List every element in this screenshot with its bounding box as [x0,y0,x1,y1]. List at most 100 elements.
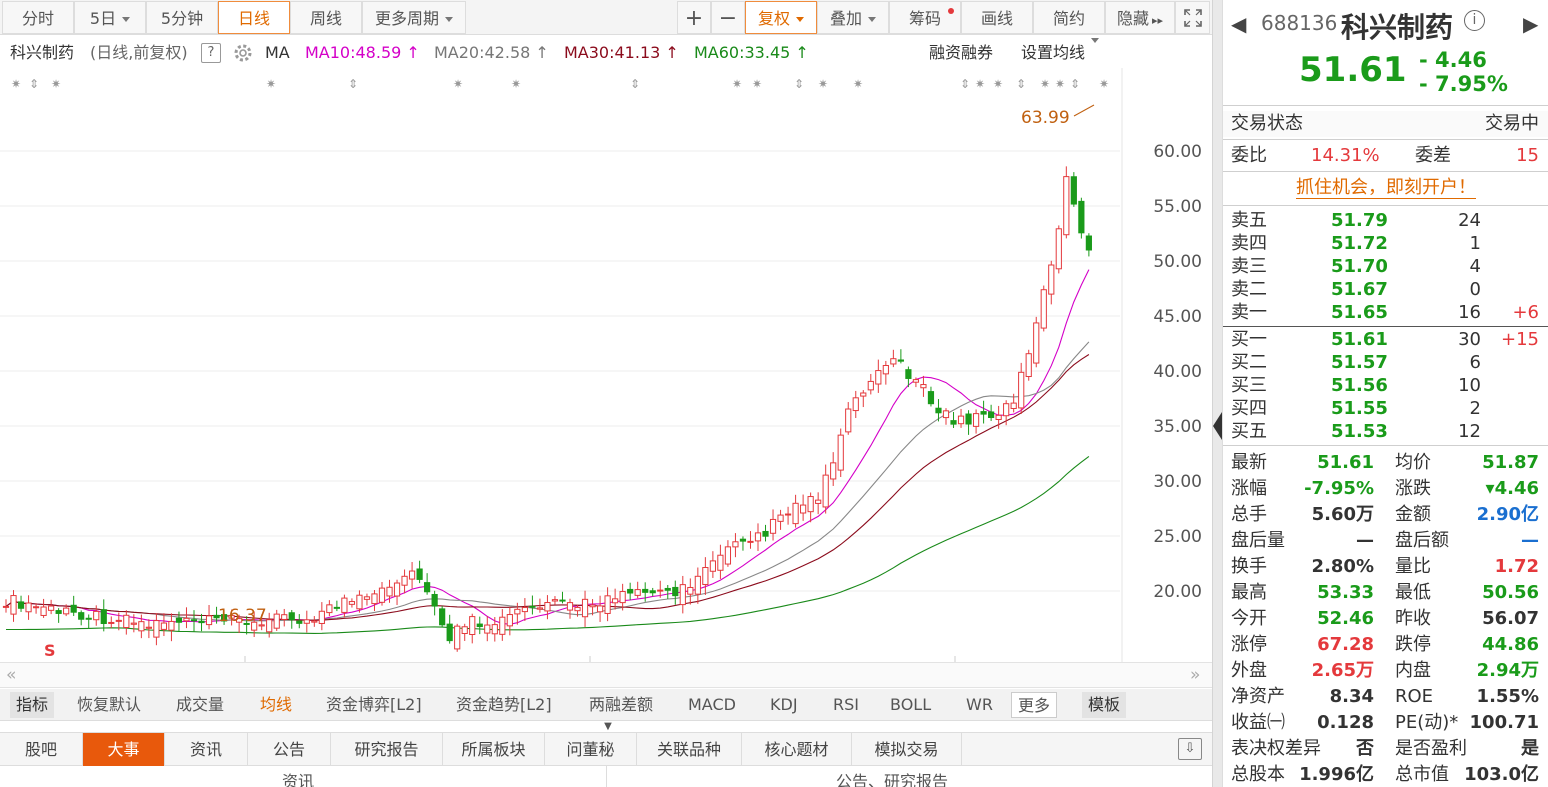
indicator-tab-9[interactable]: RSI [833,695,859,714]
chart-scroll-bar[interactable]: « » [0,662,1212,688]
candle-body [296,620,303,624]
bottom-tab-8[interactable]: 核心题材 [742,733,852,766]
bottom-tab-3[interactable]: 公告 [248,733,331,766]
indicator-tab-4[interactable]: 资金博弈[L2] [326,695,422,714]
bottom-tab-0[interactable]: 股吧 [0,733,83,766]
indicator-tab-6[interactable]: 两融差额 [589,695,654,714]
candle-body [687,586,694,595]
overlay-button[interactable]: 叠加 [817,1,889,34]
draw-button[interactable]: 画线 [961,1,1033,34]
indicator-tab-11[interactable]: WR [966,695,993,714]
indicator-tab-8[interactable]: KDJ [770,695,798,714]
simple-mode-button[interactable]: 简约 [1033,1,1105,34]
info-icon[interactable]: i [1464,10,1485,31]
stat-row: 涨幅 -7.95% 涨跌 ▾4.46 [1223,476,1548,502]
indicator-tab-2[interactable]: 成交量 [176,695,225,714]
open-account-banner[interactable]: 抓住机会，即刻开户！ [1223,175,1548,201]
stock-name: 科兴制药 [1341,11,1454,44]
margin-trading-link[interactable]: 融资融券 [929,43,994,62]
tab-5min[interactable]: 5分钟 [146,1,218,34]
zoom-in-button[interactable]: + [677,1,711,34]
bottom-tab-4[interactable]: 研究报告 [331,733,443,766]
announcement-column-title: 公告、研究报告 [836,772,949,787]
scroll-right-icon[interactable]: » [1190,665,1201,685]
bids-row[interactable]: 买四 51.55 2 [1223,397,1548,420]
panel-resize-grip[interactable]: ▼ [604,721,612,732]
divider [1223,445,1548,446]
indicator-tab-10[interactable]: BOLL [890,695,932,714]
hide-button[interactable]: 隐藏 ▸▸ [1105,1,1175,34]
candle-body [559,599,566,602]
candle-body [408,570,416,580]
indicator-tab-13[interactable]: 模板 [1082,692,1127,718]
gear-icon[interactable] [232,42,254,74]
candle-body [236,618,243,623]
indicator-tab-3[interactable]: 均线 [260,695,293,714]
bids-price: 51.61 [1331,329,1388,350]
high-price-label: 63.99 [1021,108,1070,128]
bottom-tab-5[interactable]: 所属板块 [443,733,545,766]
asks-row[interactable]: 卖一 51.65 16 +6 [1223,301,1548,324]
fullscreen-button[interactable] [1175,1,1210,34]
indicator-tab-5[interactable]: 资金趋势[L2] [456,695,552,714]
indicator-tabs: 指标 恢复默认 成交量 均线 资金博弈[L2] 资金趋势[L2] 两融差额 MACD KDJ RS… [0,689,1212,721]
candle-body [2,605,10,608]
candle-body [717,554,724,571]
asks-row[interactable]: 卖四 51.72 1 [1223,232,1548,255]
bottom-tab-2[interactable]: 资讯 [165,733,248,766]
candle-body [288,612,295,621]
bottom-tab-6[interactable]: 问董秘 [545,733,637,766]
bottom-tab-1[interactable]: 大事 [83,733,165,766]
indicator-tab-1[interactable]: 恢复默认 [77,695,142,714]
indicator-tab-0[interactable]: 指标 [10,692,55,718]
tab-intraday[interactable]: 分时 [2,1,74,34]
candle-body [807,496,814,513]
candle-body [145,626,152,629]
set-ma-dropdown[interactable]: 设置均线 [1021,38,1100,68]
candle-body [800,504,807,514]
candle-body [935,407,942,414]
bids-row[interactable]: 买二 51.57 6 [1223,351,1548,374]
bottom-tab-9[interactable]: 模拟交易 [852,733,962,766]
event-icon: ✷ [453,77,463,91]
scroll-left-icon[interactable]: « [6,665,17,685]
asks-row[interactable]: 卖三 51.70 4 [1223,255,1548,278]
tab-5day[interactable]: 5日 [74,1,146,34]
candle-body [100,609,107,624]
forward-arrow-icon[interactable]: ▶ [1523,12,1539,36]
candle-body [875,370,882,385]
asks-price: 51.72 [1331,233,1388,254]
tab-weekly[interactable]: 周线 [290,1,362,34]
stat-label: 量比 [1395,556,1431,577]
bids-row[interactable]: 买一 51.61 30 +15 [1223,328,1548,351]
zoom-out-button[interactable]: − [711,1,745,34]
asks-row[interactable]: 卖二 51.67 0 [1223,278,1548,301]
candle-body [995,414,1002,421]
tab-more-periods[interactable]: 更多周期 [362,1,466,34]
candle-body [333,606,340,609]
indicator-tab-12[interactable]: 更多 [1011,692,1058,718]
fuquan-button[interactable]: 复权 [745,1,817,34]
bids-row[interactable]: 买五 51.53 12 [1223,420,1548,443]
candle-body [514,608,521,615]
panel-splitter[interactable] [1212,0,1222,787]
back-arrow-icon[interactable]: ◀ [1231,12,1247,36]
indicator-tab-7[interactable]: MACD [688,695,736,714]
download-icon[interactable]: ⇩ [1178,738,1202,760]
double-chevron-right-icon: ▸▸ [1151,14,1164,27]
candle-body [153,620,160,638]
candle-body [386,586,393,597]
asks-row[interactable]: 卖五 51.79 24 [1223,209,1548,232]
help-icon[interactable]: ? [201,43,221,63]
kline-chart[interactable]: 60.00 55.00 50.00 45.00 40.00 35.00 30.00 25.00… [0,68,1212,662]
chips-button[interactable]: 筹码 [889,1,961,34]
candle-body [40,606,47,616]
bottom-tab-7[interactable]: 关联品种 [637,733,742,766]
ma60-value: MA60:33.45 ↑ [694,43,809,62]
bids-row[interactable]: 买三 51.56 10 [1223,374,1548,397]
candle-body [890,358,897,365]
collapse-arrow-icon[interactable] [1213,412,1222,440]
candle-body [612,598,619,604]
candle-body [672,586,679,597]
tab-daily[interactable]: 日线 [218,1,290,34]
